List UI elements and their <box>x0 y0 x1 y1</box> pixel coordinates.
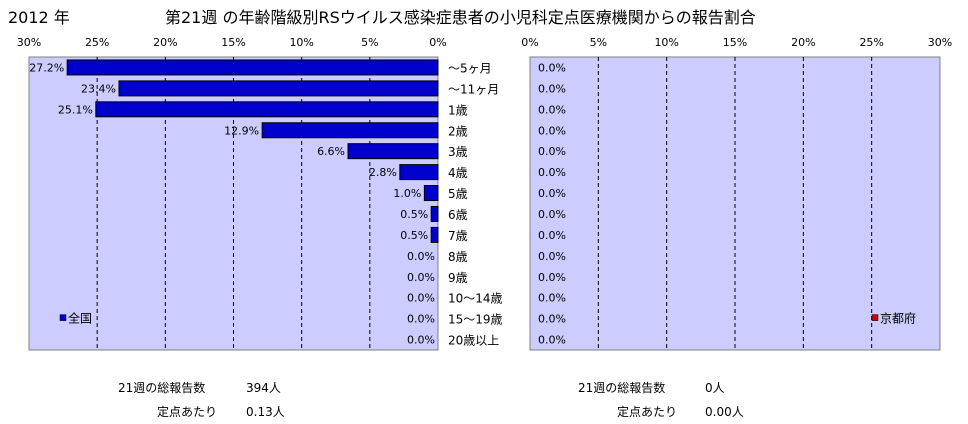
data-label: 25.1% <box>58 103 93 116</box>
data-label: 0.0% <box>407 334 435 347</box>
legend-swatch <box>59 314 67 321</box>
x-tick-label: 20% <box>153 36 177 49</box>
x-tick-label: 0% <box>429 36 446 49</box>
year-label: 2012 年 <box>8 8 70 27</box>
data-label: 0.0% <box>538 292 566 305</box>
bar <box>66 59 439 76</box>
national-total-value: 394人 <box>246 381 281 395</box>
category-label: 10～14歳 <box>448 292 503 306</box>
data-label: 0.0% <box>407 250 435 263</box>
category-label: 15～19歳 <box>448 313 503 327</box>
data-label: 0.0% <box>538 61 566 74</box>
data-label: 0.5% <box>400 208 428 221</box>
category-label: 3歳 <box>448 145 468 159</box>
data-label: 0.0% <box>407 292 435 305</box>
category-label: 1歳 <box>448 103 468 117</box>
kyoto-total-value: 0人 <box>705 381 725 395</box>
bar <box>95 101 439 118</box>
data-label: 0.0% <box>538 166 566 179</box>
category-label: 9歳 <box>448 271 468 285</box>
x-tick-label: 5% <box>361 36 378 49</box>
legend-label: 全国 <box>68 311 92 326</box>
national-per-value: 0.13人 <box>246 405 285 419</box>
data-label: 0.0% <box>538 208 566 221</box>
category-label: 7歳 <box>448 229 468 243</box>
x-tick-label: 0% <box>521 36 538 49</box>
category-label: 2歳 <box>448 124 468 138</box>
data-label: 6.6% <box>317 145 345 158</box>
data-label: 12.9% <box>224 124 259 137</box>
category-label: ～11ヶ月 <box>448 82 499 96</box>
kyoto-per-label: 定点あたり <box>617 405 678 419</box>
bar <box>430 226 439 243</box>
national-total-label: 21週の総報告数 <box>118 381 206 395</box>
category-label: 20歳以上 <box>448 334 499 348</box>
bar <box>118 80 439 97</box>
x-tick-label: 10% <box>654 36 678 49</box>
plot-area-kyoto <box>529 56 941 351</box>
data-label: 0.0% <box>538 82 566 95</box>
x-tick-label: 30% <box>17 36 41 49</box>
legend-label: 京都府 <box>880 311 916 326</box>
category-label: 4歳 <box>448 166 468 180</box>
x-tick-label: 30% <box>928 36 952 49</box>
x-tick-label: 5% <box>590 36 607 49</box>
category-label: 5歳 <box>448 187 468 201</box>
chart-title: 第21週 の年齢階級別RSウイルス感染症患者の小児科定点医療機関からの報告割合 <box>165 8 756 27</box>
data-label: 0.0% <box>538 124 566 137</box>
x-tick-label: 25% <box>85 36 109 49</box>
data-label: 0.0% <box>538 229 566 242</box>
data-label: 0.0% <box>407 313 435 326</box>
national-per-label: 定点あたり <box>157 405 218 419</box>
bar <box>399 164 439 181</box>
data-label: 0.0% <box>538 334 566 347</box>
x-tick-label: 25% <box>859 36 883 49</box>
category-label: ～5ヶ月 <box>448 61 492 75</box>
data-label: 0.0% <box>538 187 566 200</box>
data-label: 0.0% <box>407 271 435 284</box>
data-label: 27.2% <box>29 61 64 74</box>
data-label: 0.0% <box>538 313 566 326</box>
bar <box>423 185 439 202</box>
data-label: 0.0% <box>538 103 566 116</box>
category-label: 8歳 <box>448 250 468 264</box>
data-label: 0.0% <box>538 145 566 158</box>
bar <box>261 122 439 139</box>
bar <box>347 143 439 160</box>
kyoto-total-label: 21週の総報告数 <box>578 381 666 395</box>
category-label: 6歳 <box>448 208 468 222</box>
data-label: 0.0% <box>538 250 566 263</box>
data-label: 0.5% <box>400 229 428 242</box>
x-tick-label: 20% <box>791 36 815 49</box>
kyoto-per-value: 0.00人 <box>705 405 744 419</box>
x-tick-label: 15% <box>723 36 747 49</box>
x-tick-label: 10% <box>289 36 313 49</box>
legend-swatch <box>871 314 879 321</box>
x-tick-label: 15% <box>221 36 245 49</box>
bar <box>430 205 439 222</box>
data-label: 23.4% <box>81 82 116 95</box>
data-label: 1.0% <box>393 187 421 200</box>
data-label: 2.8% <box>369 166 397 179</box>
data-label: 0.0% <box>538 271 566 284</box>
